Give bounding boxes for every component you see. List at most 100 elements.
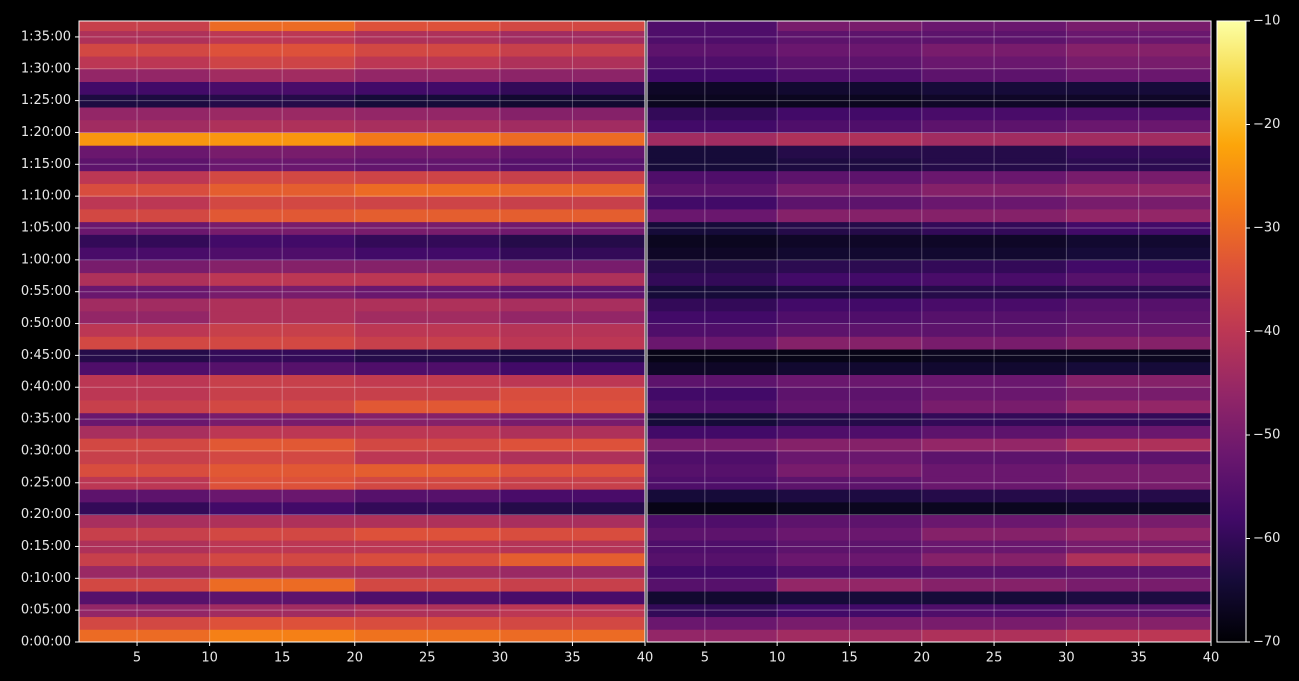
y-tick-label: 0:00:00 [21, 635, 71, 650]
heatmap-cell [921, 374, 1067, 388]
heatmap-cell [209, 489, 356, 503]
heatmap-cell [79, 450, 211, 465]
heatmap-cell [1066, 170, 1211, 184]
heatmap-cell [499, 247, 645, 261]
heatmap-cell [499, 298, 645, 312]
heatmap-cell [354, 425, 501, 439]
y-tick-label: 1:30:00 [21, 61, 71, 76]
heatmap-cell [79, 629, 211, 642]
heatmap-cell [777, 298, 923, 312]
heatmap-cell [354, 527, 501, 541]
x-tick-label: 5 [701, 651, 709, 666]
heatmap-cell [921, 106, 1067, 121]
heatmap-cell [354, 56, 501, 70]
heatmap-cell [354, 310, 501, 325]
heatmap-cell [647, 629, 778, 642]
heatmap-cell [921, 119, 1067, 133]
heatmap-cell [499, 361, 645, 375]
heatmap-cell [1066, 106, 1211, 121]
heatmap-cell [921, 527, 1067, 541]
heatmap-cell [354, 68, 501, 83]
heatmap-cell [209, 540, 356, 554]
heatmap-cell [499, 221, 645, 235]
colorbar [1216, 20, 1247, 643]
heatmap-cell [209, 208, 356, 223]
heatmap-cell [209, 56, 356, 70]
heatmap-cell [647, 476, 778, 490]
heatmap-cell [921, 170, 1067, 184]
heatmap-cell [354, 247, 501, 261]
heatmap-cell [499, 552, 645, 567]
colorbar-tick-label: −50 [1253, 428, 1280, 443]
heatmap-cell [777, 374, 923, 388]
heatmap-cell [354, 119, 501, 133]
heatmap-cell [1066, 565, 1211, 579]
heatmap-cell [647, 387, 778, 401]
heatmap-cell [79, 323, 211, 337]
heatmap-cell [499, 399, 645, 414]
x-tick-label: 30 [1058, 651, 1075, 666]
y-tick-label: 0:15:00 [21, 539, 71, 554]
heatmap-cell [79, 374, 211, 388]
heatmap-cell [499, 272, 645, 286]
heatmap-cell [777, 196, 923, 210]
heatmap-cell [921, 489, 1067, 503]
x-tick-label: 30 [492, 651, 509, 666]
heatmap-cell [777, 399, 923, 414]
heatmap-cell [921, 285, 1067, 299]
heatmap-cell [921, 450, 1067, 465]
heatmap-cell [209, 514, 356, 528]
heatmap-cell [499, 106, 645, 121]
heatmap-cell [1066, 56, 1211, 70]
heatmap-cell [354, 285, 501, 299]
heatmap-cell [209, 285, 356, 299]
heatmap-cell [79, 94, 211, 108]
heatmap-cell [79, 56, 211, 70]
heatmap-cell [354, 399, 501, 414]
heatmap-cell [209, 94, 356, 108]
heatmap-cell [79, 476, 211, 490]
heatmap-cell [354, 349, 501, 363]
x-tick-label: 25 [986, 651, 1003, 666]
heatmap-cell [1066, 157, 1211, 172]
heatmap-cell [921, 94, 1067, 108]
heatmap-cell [1066, 501, 1211, 516]
colorbar-tick-label: −30 [1253, 221, 1280, 236]
heatmap-cell [354, 183, 501, 197]
heatmap-cell [1066, 629, 1211, 642]
heatmap-cell [777, 119, 923, 133]
heatmap-cell [499, 578, 645, 592]
heatmap-cell [79, 361, 211, 375]
heatmap-cell [777, 336, 923, 350]
heatmap-cell [1066, 527, 1211, 541]
heatmap-cell [647, 106, 778, 121]
heatmap-cell [354, 132, 501, 146]
heatmap-cell [647, 30, 778, 44]
heatmap-cell [499, 310, 645, 325]
heatmap-cell [777, 552, 923, 567]
heatmap-cells [647, 21, 1211, 642]
heatmap-cell [354, 323, 501, 337]
heatmap-cell [921, 629, 1067, 642]
heatmap-cell [354, 412, 501, 426]
heatmap-cell [499, 629, 645, 642]
heatmap-cell [1066, 310, 1211, 325]
heatmap-cell [209, 527, 356, 541]
heatmap-cell [647, 603, 778, 618]
heatmap-cell [777, 132, 923, 146]
heatmap-cell [647, 21, 778, 32]
heatmap-cell [499, 323, 645, 337]
heatmap-cell [777, 425, 923, 439]
heatmap-cell [499, 81, 645, 95]
heatmap-cell [79, 616, 211, 630]
heatmap-cell [777, 106, 923, 121]
heatmap-cell [209, 310, 356, 325]
heatmap-cell [647, 56, 778, 70]
heatmap-cell [499, 501, 645, 516]
heatmap-cell [79, 399, 211, 414]
heatmap-cell [79, 336, 211, 350]
heatmap-cell [1066, 616, 1211, 630]
heatmap-cell [1066, 247, 1211, 261]
heatmap-cell [921, 361, 1067, 375]
